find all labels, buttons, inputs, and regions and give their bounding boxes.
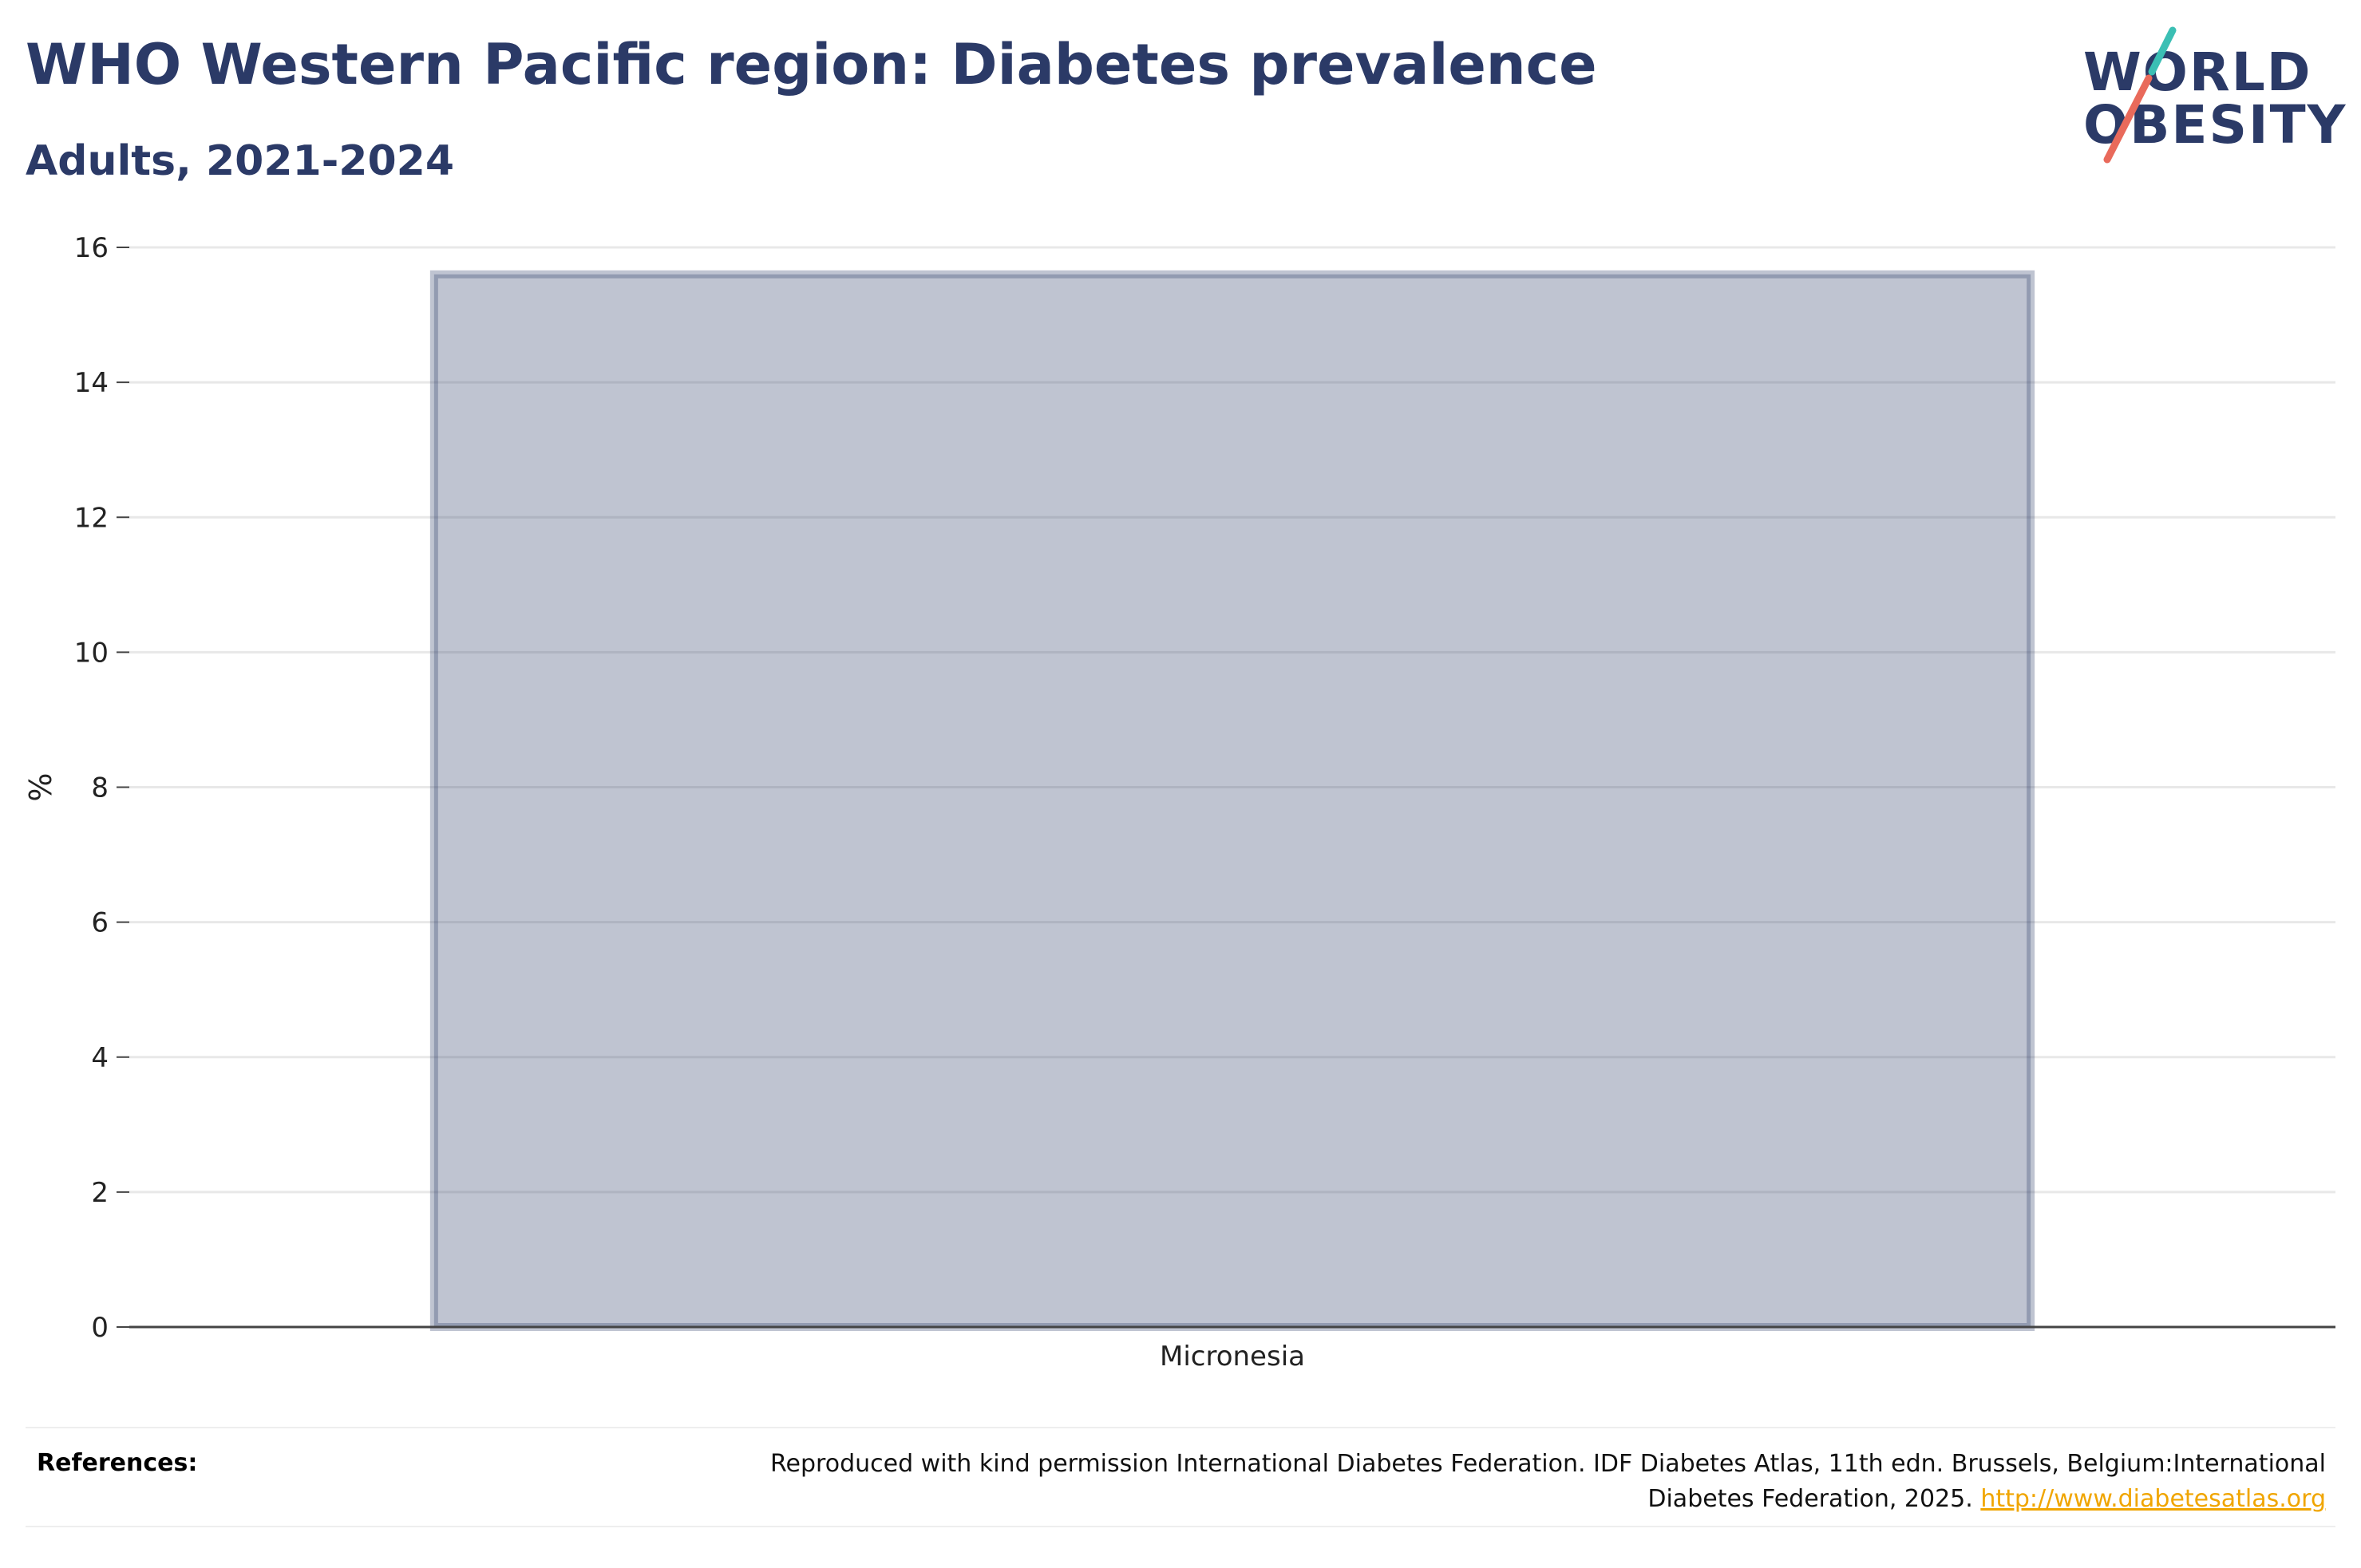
bar-chart: 0 2 4 6 8 10 12 14 16 Micronesia % xyxy=(23,232,2335,1372)
footer-divider-top xyxy=(26,1427,2335,1428)
y-tick-label: 10 xyxy=(74,637,109,669)
y-axis-label: % xyxy=(23,772,58,801)
references-text: Reproduced with kind permission Internat… xyxy=(730,1447,2326,1517)
references-label: References: xyxy=(37,1449,198,1477)
y-tick-label: 2 xyxy=(91,1177,109,1209)
y-tick-label: 4 xyxy=(91,1042,109,1074)
y-tick-label: 8 xyxy=(91,772,109,804)
chart-title: WHO Western Pacific region: Diabetes pre… xyxy=(26,32,1597,97)
y-tick-label: 0 xyxy=(91,1312,109,1344)
y-tick-labels: 0 2 4 6 8 10 12 14 16 xyxy=(74,232,129,1344)
logo-text-world: WORLD xyxy=(2083,41,2312,103)
bar-micronesia[interactable] xyxy=(429,270,2035,1332)
y-tick-label: 6 xyxy=(91,907,109,939)
footer-divider-bottom xyxy=(26,1526,2335,1527)
y-tick-label: 16 xyxy=(74,232,109,264)
x-tick-labels: Micronesia xyxy=(1160,1341,1305,1372)
references-body: Reproduced with kind permission Internat… xyxy=(770,1450,2326,1513)
y-tick-label: 14 xyxy=(74,367,109,399)
y-tick-label: 12 xyxy=(74,502,109,534)
gridlines xyxy=(129,246,2335,1194)
chart-subtitle: Adults, 2021-2024 xyxy=(26,137,455,185)
bars xyxy=(429,270,2035,1332)
references-link[interactable]: http://www.diabetesatlas.org xyxy=(1980,1485,2326,1513)
world-obesity-logo: WORLD OBESITY xyxy=(2083,24,2347,168)
logo-slash-icon xyxy=(2103,26,2177,164)
x-tick-label: Micronesia xyxy=(1160,1341,1305,1372)
